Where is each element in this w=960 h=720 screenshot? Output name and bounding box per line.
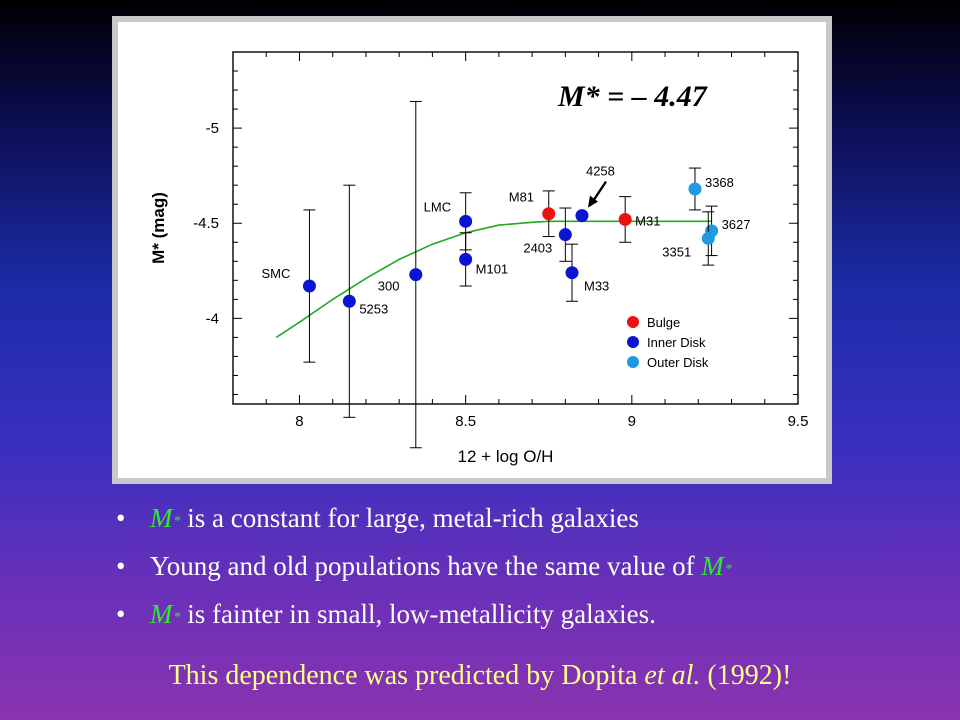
point-label: 5253 [359, 301, 388, 316]
data-point [701, 231, 715, 245]
bullet-item-1: • M* is a constant for large, metal-rich … [112, 498, 912, 546]
point-label: 2403 [523, 241, 552, 256]
data-point [688, 182, 702, 196]
symbol-m: M [701, 551, 724, 581]
legend-label: Outer Disk [647, 355, 709, 370]
bullet-text: is a constant for large, metal-rich gala… [180, 503, 639, 533]
data-point [542, 207, 556, 221]
point-label: LMC [424, 199, 451, 214]
data-point [575, 209, 589, 223]
scatter-plot: 8 8.5 9 9.5 -5 -4.5 -4 12 + log O/H M* (mag) M* =… [149, 51, 809, 466]
x-tick-label: 8.5 [455, 413, 476, 430]
footer-text-end: (1992)! [700, 660, 792, 691]
plot-frame [232, 51, 799, 405]
data-point [409, 268, 423, 282]
mstar-symbol: M* [150, 599, 181, 629]
symbol-star: * [173, 610, 181, 625]
point-label: 3351 [662, 244, 691, 259]
bullet-marker: • [116, 551, 126, 581]
bullet-marker: • [116, 599, 126, 629]
symbol-star: * [173, 514, 181, 529]
data-point [342, 294, 356, 308]
point-label: 4258 [586, 164, 615, 179]
bullet-list: • M* is a constant for large, metal-rich … [112, 498, 912, 642]
bullet-text: Young and old populations have the same … [150, 551, 702, 581]
mstar-symbol: M* [701, 551, 732, 581]
symbol-m: M [150, 599, 173, 629]
legend-marker [627, 356, 639, 368]
mstar-annotation: M* = – 4.47 [557, 80, 708, 113]
footer-italic: et al. [644, 660, 701, 691]
mstar-symbol: M* [150, 503, 181, 533]
point-label: M101 [476, 261, 509, 276]
pointer-arrowhead [587, 195, 598, 208]
data-point [459, 214, 473, 228]
data-point [558, 228, 572, 242]
point-label: 3627 [722, 217, 751, 232]
y-tick-label: -4.5 [193, 215, 219, 232]
point-label: M81 [509, 190, 534, 205]
symbol-star: * [724, 562, 732, 577]
data-point [459, 252, 473, 266]
x-tick-label: 9.5 [788, 413, 809, 430]
y-tick-label: -4 [206, 310, 219, 327]
point-label: M31 [635, 213, 660, 228]
point-label: 300 [378, 279, 400, 294]
data-point [565, 266, 579, 280]
legend-marker [627, 336, 639, 348]
legend-label: Inner Disk [647, 335, 706, 350]
x-axis-label: 12 + log O/H [458, 447, 554, 466]
data-point [302, 279, 316, 293]
point-label: M33 [584, 279, 609, 294]
x-tick-label: 9 [628, 413, 636, 430]
y-tick-label: -5 [206, 120, 219, 137]
figure-canvas: 8 8.5 9 9.5 -5 -4.5 -4 12 + log O/H M* (mag) M* =… [118, 22, 826, 478]
bullet-text: is fainter in small, low-metallicity gal… [180, 599, 656, 629]
bullet-item-2: • Young and old populations have the same… [112, 546, 912, 594]
legend-marker [627, 316, 639, 328]
figure-panel: 8 8.5 9 9.5 -5 -4.5 -4 12 + log O/H M* (mag) M* =… [112, 16, 832, 484]
point-label: SMC [261, 266, 290, 281]
data-point [618, 212, 632, 226]
point-label: 3368 [705, 175, 734, 190]
symbol-m: M [150, 503, 173, 533]
legend-label: Bulge [647, 315, 680, 330]
x-tick-label: 8 [295, 413, 303, 430]
bullet-item-3: • M* is fainter in small, low-metallicity… [112, 594, 912, 642]
footer-text: This dependence was predicted by Dopita [168, 660, 645, 691]
footer-note: This dependence was predicted by Dopita … [0, 660, 960, 692]
y-axis-label: M* (mag) [149, 192, 168, 264]
bullet-marker: • [116, 503, 126, 533]
fit-curve [275, 220, 712, 339]
